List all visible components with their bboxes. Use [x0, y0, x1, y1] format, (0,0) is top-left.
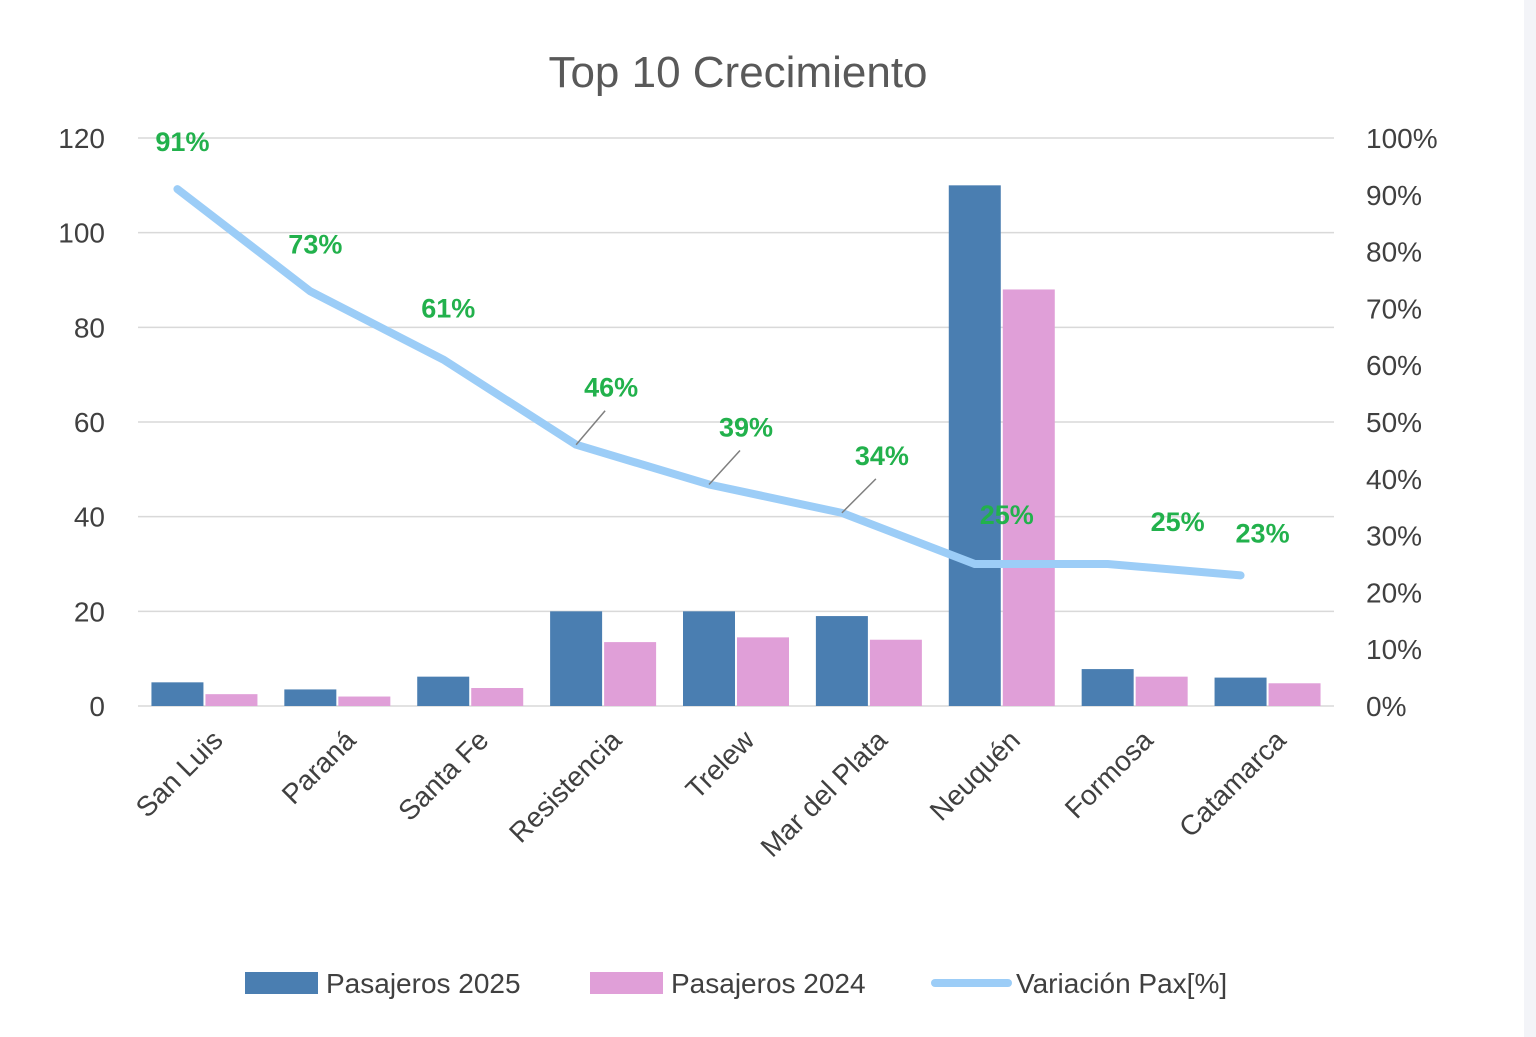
category-label: San Luis [130, 724, 229, 823]
category-label: Trelew [680, 724, 761, 805]
data-label: 46% [584, 373, 638, 403]
category-label: Neuquén [924, 724, 1026, 826]
category-label: Catamarca [1173, 724, 1292, 843]
right-tick-label: 10% [1366, 634, 1422, 665]
legend-swatch-2024 [590, 972, 663, 994]
right-tick-label: 50% [1366, 407, 1422, 438]
data-label: 23% [1236, 518, 1290, 548]
right-tick-label: 90% [1366, 180, 1422, 211]
category-label: Paraná [276, 724, 362, 810]
data-label: 61% [421, 294, 475, 324]
category-label: Resistencia [503, 724, 628, 849]
bar-pasajeros-2024 [338, 696, 391, 706]
leader-line [841, 478, 877, 514]
right-tick-label: 20% [1366, 577, 1422, 608]
right-tick-label: 70% [1366, 293, 1422, 324]
bar-pasajeros-2025 [683, 611, 735, 706]
bar-pasajeros-2024 [869, 639, 922, 706]
leader-line [708, 449, 741, 485]
left-tick-label: 20 [74, 596, 105, 627]
left-tick-label: 40 [74, 502, 105, 533]
bar-pasajeros-2024 [205, 694, 258, 706]
legend-label-2024: Pasajeros 2024 [671, 968, 866, 999]
chart-title: Top 10 Crecimiento [548, 48, 927, 97]
data-label: 39% [719, 412, 773, 442]
bar-pasajeros-2025 [151, 682, 204, 706]
category-label: Santa Fe [392, 724, 494, 826]
category-label: Mar del Plata [755, 724, 894, 863]
right-tick-label: 60% [1366, 350, 1422, 381]
left-tick-label: 120 [58, 123, 105, 154]
bar-pasajeros-2024 [1268, 683, 1321, 706]
legend: Pasajeros 2025 Pasajeros 2024 Variación Pa… [245, 968, 1227, 999]
bar-pasajeros-2025 [1081, 669, 1134, 706]
legend-swatch-2025 [245, 972, 318, 994]
bar-pasajeros-2024 [604, 642, 657, 706]
data-label: 34% [855, 441, 909, 471]
data-label: 25% [1151, 507, 1205, 537]
bar-pasajeros-2025 [815, 616, 868, 706]
category-axis: San Luis Paraná Santa Fe Resistencia TrelewM… [130, 724, 1292, 863]
bar-pasajeros-2025 [550, 611, 603, 706]
left-tick-label: 80 [74, 312, 105, 343]
bar-pasajeros-2025 [1214, 677, 1267, 706]
legend-label-2025: Pasajeros 2025 [326, 968, 521, 999]
right-tick-label: 100% [1366, 123, 1438, 154]
left-tick-label: 60 [74, 407, 105, 438]
data-labels: 91% 73% 61% 46% 39% 34% 25% 25% 23% [155, 127, 1289, 548]
right-tick-label: 40% [1366, 464, 1422, 495]
gridlines [138, 137, 1334, 707]
side-strip [1524, 0, 1536, 1037]
bar-pasajeros-2024 [1002, 289, 1055, 706]
bar-pasajeros-2025 [284, 689, 337, 706]
left-tick-label: 100 [58, 218, 105, 249]
right-tick-label: 30% [1366, 521, 1422, 552]
right-tick-label: 0% [1366, 691, 1406, 722]
data-label: 73% [288, 229, 342, 259]
left-tick-label: 0 [89, 691, 105, 722]
bar-pasajeros-2024 [737, 637, 789, 706]
right-tick-label: 80% [1366, 237, 1422, 268]
data-label: 25% [980, 500, 1034, 530]
leader-line [575, 410, 606, 446]
right-axis: 0% 10% 20% 30% 40% 50% 60% 70% 80% 90% 100% [1366, 123, 1438, 722]
bar-pasajeros-2024 [1135, 676, 1188, 706]
legend-label-variacion: Variación Pax[%] [1016, 968, 1227, 999]
bar-pasajeros-2025 [948, 185, 1001, 707]
data-label: 91% [155, 127, 209, 157]
left-axis: 0 20 40 60 80 100 120 [58, 123, 105, 722]
bar-pasajeros-2025 [417, 676, 470, 706]
category-label: Formosa [1059, 724, 1159, 824]
bars [151, 185, 1321, 707]
bar-pasajeros-2024 [471, 688, 524, 706]
